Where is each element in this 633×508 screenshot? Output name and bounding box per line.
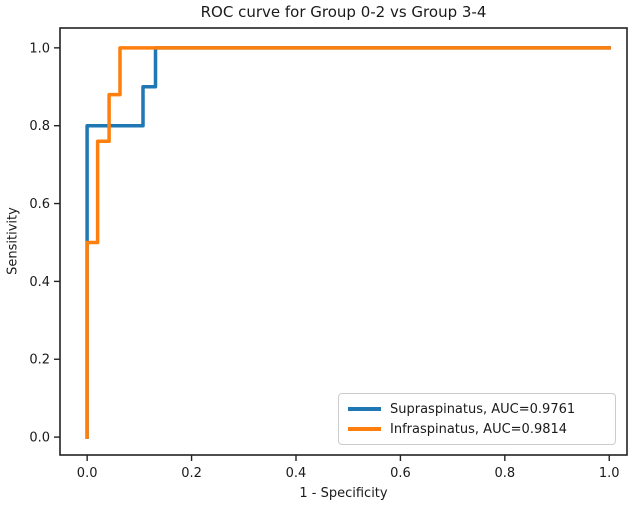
x-axis-label: 1 - Specificity (299, 486, 388, 501)
y-tick-label: 0.0 (29, 431, 50, 446)
roc-curve-supraspinatus (85, 46, 611, 439)
legend: Supraspinatus, AUC=0.9761 Infraspinatus,… (338, 393, 616, 445)
legend-item-supraspinatus: Supraspinatus, AUC=0.9761 (348, 402, 606, 417)
x-tick-label: 0.0 (77, 466, 98, 481)
legend-swatch-supraspinatus-line (348, 407, 381, 411)
y-tick-label: 0.6 (29, 197, 50, 212)
y-tick-label: 0.8 (29, 119, 50, 134)
y-tick-label: 1.0 (29, 41, 50, 56)
x-tick-label: 0.2 (181, 466, 202, 481)
roc-curve-infraspinatus (85, 46, 611, 439)
x-tick-label: 0.6 (390, 466, 411, 481)
y-axis-label: Sensitivity (5, 207, 21, 275)
legend-label-supraspinatus: Supraspinatus, AUC=0.9761 (390, 401, 576, 417)
y-tick-label: 0.4 (29, 275, 50, 290)
legend-swatch-infraspinatus-line (348, 427, 381, 431)
y-tick-label: 0.2 (29, 353, 50, 368)
chart-title: ROC curve for Group 0-2 vs Group 3-4 (200, 3, 487, 21)
x-tick-label: 0.4 (286, 466, 307, 481)
x-tick-label: 0.8 (494, 466, 515, 481)
plot-border (59, 27, 628, 456)
legend-item-infraspinatus: Infraspinatus, AUC=0.9814 (348, 422, 606, 437)
legend-label-infraspinatus: Infraspinatus, AUC=0.9814 (390, 421, 568, 437)
x-tick-label: 1.0 (599, 466, 620, 481)
